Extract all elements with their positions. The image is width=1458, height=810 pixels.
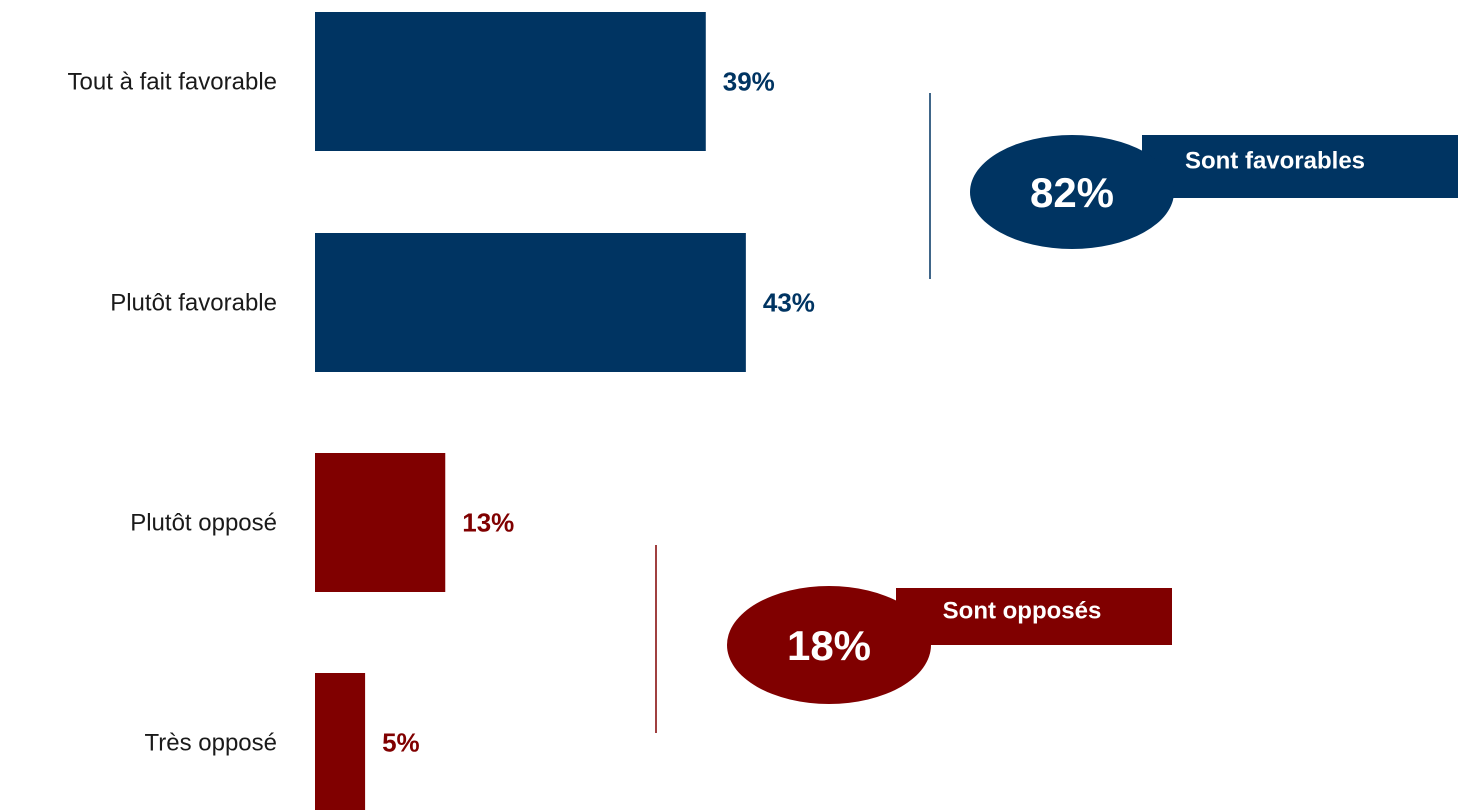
value-label-tres-oppose: 5% (382, 728, 420, 758)
bar-plutot-favorable (315, 233, 746, 372)
category-label-plutot-favorable: Plutôt favorable (110, 290, 277, 317)
bar-plutot-oppose (315, 453, 446, 592)
group-tab-sont-favorables (1142, 135, 1458, 198)
group-tab-sont-opposes (896, 588, 1172, 645)
bar-tres-oppose (315, 673, 366, 810)
group-label-sont-opposes: Sont opposés (943, 598, 1102, 625)
group-label-sont-favorables: Sont favorables (1185, 148, 1365, 175)
group-badge-sont-opposes (727, 586, 931, 704)
group-value-sont-favorables: 82% (1030, 169, 1114, 216)
group-badge-sont-favorables (970, 135, 1174, 249)
category-label-tres-oppose: Très opposé (144, 730, 277, 757)
category-label-tout-a-fait-favorable: Tout à fait favorable (68, 69, 277, 96)
value-label-tout-a-fait-favorable: 39% (723, 67, 775, 97)
bar-tout-a-fait-favorable (315, 12, 706, 151)
value-label-plutot-oppose: 13% (462, 508, 514, 538)
group-value-sont-opposes: 18% (787, 622, 871, 669)
bars-layer: Tout à fait favorable 39% Plutôt favorable… (68, 12, 815, 810)
category-label-plutot-oppose: Plutôt opposé (130, 510, 277, 537)
groups-layer: 82% Sont favorables 18% Sont opposés (655, 93, 1458, 733)
value-label-plutot-favorable: 43% (763, 288, 815, 318)
